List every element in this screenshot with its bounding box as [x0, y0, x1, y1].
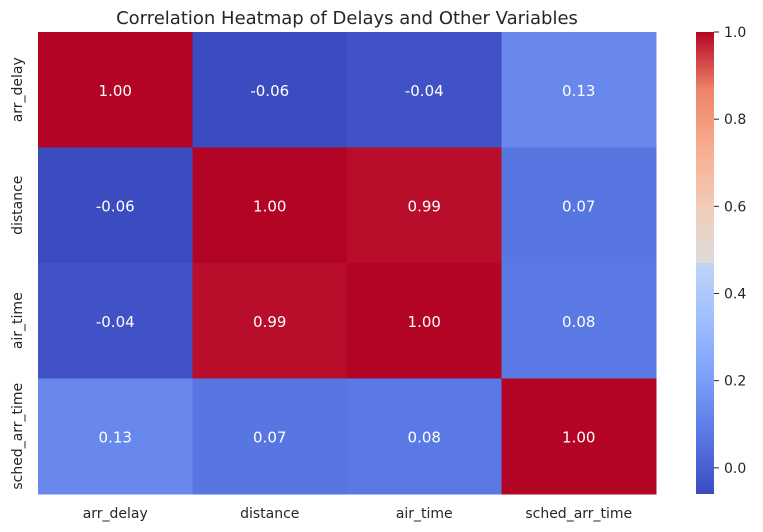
y-tick-label: sched_arr_time: [10, 383, 26, 490]
cell-value-label: -0.04: [405, 82, 444, 100]
cell-value-label: 0.13: [99, 428, 132, 446]
cell-value-label: 0.07: [562, 197, 595, 215]
y-axis-tick-labels: arr_delay distance air_time sched_arr_time: [10, 57, 26, 489]
cell-value-label: -0.04: [96, 313, 135, 331]
colorbar-tick-label: 1.0: [724, 25, 746, 41]
heatmap-cell: [347, 32, 502, 148]
heatmap-cell: [501, 263, 657, 379]
cell-value-label: -0.06: [250, 82, 289, 100]
colorbar-tick-label: 0.2: [724, 374, 746, 390]
cell-value-label: 0.13: [562, 82, 595, 100]
x-axis-tick-labels: arr_delay distance air_time sched_arr_time: [83, 506, 632, 522]
x-tick-label: air_time: [396, 506, 453, 522]
heatmap-cell: [347, 263, 502, 379]
heatmap-cell: [501, 32, 657, 148]
colorbar-tick-label: 0.0: [724, 461, 746, 477]
x-tick-label: distance: [240, 506, 299, 522]
heatmap-cell: [347, 147, 502, 264]
cell-value-label: -0.06: [96, 197, 135, 215]
cell-value-label: 0.08: [562, 313, 595, 331]
heatmap-cell: [192, 147, 348, 264]
y-tick-label: air_time: [10, 292, 26, 349]
heatmap-cell: [501, 147, 657, 264]
heatmap-cells: 1.00 -0.06 -0.04 0.13 -0.06 1.00 0.99 0.07 -0.04…: [38, 32, 657, 495]
heatmap-cell: [38, 378, 193, 495]
heatmap-cell: [38, 147, 193, 264]
cell-value-label: 1.00: [562, 428, 595, 446]
x-tick-label: sched_arr_time: [525, 506, 632, 522]
heatmap-cell: [192, 32, 348, 148]
cell-value-label: 0.99: [253, 313, 286, 331]
heatmap-cell: [192, 378, 348, 495]
colorbar-tick-labels: 0.0 0.2 0.4 0.6 0.8 1.0: [714, 25, 746, 477]
heatmap-cell: [347, 378, 502, 495]
heatmap-cell: [501, 378, 657, 495]
heatmap-cell: [192, 263, 348, 379]
cell-value-label: 0.08: [408, 428, 441, 446]
x-tick-label: arr_delay: [83, 506, 148, 522]
colorbar-tick-label: 0.8: [724, 112, 746, 128]
cell-value-label: 1.00: [253, 197, 286, 215]
cell-value-label: 0.07: [253, 428, 286, 446]
cell-value-label: 1.00: [99, 82, 132, 100]
colorbar-tick-label: 0.6: [724, 199, 746, 215]
colorbar: [696, 32, 714, 494]
y-tick-label: arr_delay: [10, 57, 26, 122]
chart-title: Correlation Heatmap of Delays and Other …: [116, 8, 578, 29]
cell-value-label: 1.00: [408, 313, 441, 331]
colorbar-tick-label: 0.4: [724, 287, 746, 303]
y-tick-label: distance: [10, 176, 26, 235]
cell-value-label: 0.99: [408, 197, 441, 215]
heatmap-cell: [38, 263, 193, 379]
heatmap-cell: [38, 32, 193, 148]
